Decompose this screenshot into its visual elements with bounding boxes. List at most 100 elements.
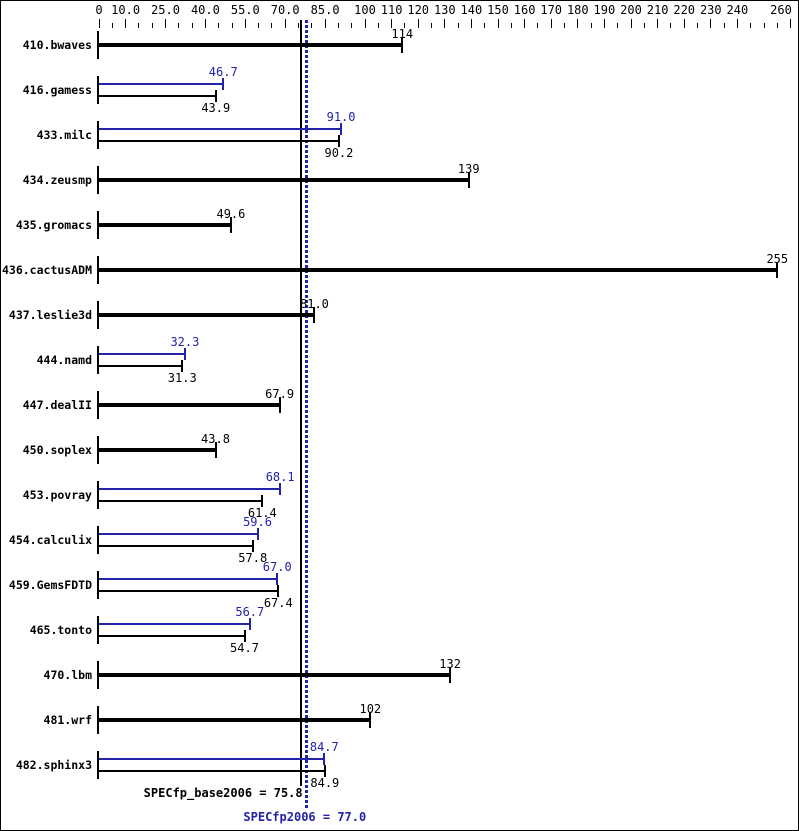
base-value-label: 43.9 [201,101,231,115]
base-bar [99,403,280,407]
x-axis-tick-label: 55.0 [230,3,260,17]
x-axis-tick-label: 260 [770,3,792,17]
base-value-label: 81.0 [300,297,329,311]
peak-value-label: 59.6 [243,515,272,529]
x-axis-minor-tick [564,23,565,28]
row-baseline [97,301,99,329]
base-value-label: 90.2 [324,146,354,160]
base-bar-endcap [261,495,264,507]
peak-value-label: 91.0 [326,110,356,124]
base-bar-endcap [229,217,232,233]
x-axis-tick-label: 190 [593,3,616,17]
x-axis-tick-label: 180 [566,3,589,17]
x-axis-tick-label: 130 [433,3,456,17]
x-axis-major-tick [577,19,579,28]
benchmark-label: 454.calculix [8,533,92,547]
peak-value-label: 68.1 [265,470,295,484]
x-axis-minor-tick [643,23,645,28]
base-bar-endcap [449,667,452,683]
base-value-label: 67.9 [265,387,295,401]
x-axis-minor-tick [271,23,273,28]
x-axis-minor-tick [670,23,672,28]
x-axis-major-tick [391,19,393,28]
row-baseline [97,436,99,464]
x-axis-minor-tick [298,23,299,28]
base-bar [99,448,216,452]
base-bar [99,770,325,772]
base-bar-endcap [277,585,280,597]
benchmark-label: 416.gamess [22,83,92,97]
benchmark-label: 433.milc [36,128,92,142]
x-axis-minor-tick [258,23,260,28]
peak-bar-endcap [256,528,259,540]
x-axis-minor-tick [377,23,379,28]
base-value-label: 31.3 [167,371,197,385]
benchmark-label: 437.leslie3d [8,308,92,322]
x-axis-minor-tick [431,23,432,28]
x-axis-tick-label: 70.0 [270,3,300,17]
x-axis-tick-label: 220 [673,3,696,17]
base-value-label: 255 [766,252,789,266]
x-axis-major-tick [98,19,100,28]
x-axis-minor-tick [537,23,539,28]
row-baseline [97,706,99,734]
x-axis-minor-tick [590,23,592,28]
row-baseline [97,166,99,194]
x-axis-minor-tick [191,23,193,28]
base-bar-endcap [337,135,340,147]
x-axis-major-tick [284,19,286,28]
peak-bar [99,578,278,580]
base-bar-endcap [467,172,470,188]
x-axis-tick-label: 160 [513,3,536,17]
base-value-label: 49.6 [216,207,246,221]
benchmark-label: 450.soplex [22,443,92,457]
base-value-label: 43.8 [201,432,230,446]
x-axis-minor-tick [351,23,353,28]
base-value-label: 102 [359,702,382,716]
x-axis-major-tick [630,19,632,28]
base-bar [99,635,245,637]
row-baseline [97,211,99,239]
peak-mean-label: SPECfp2006 = 77.0 [243,810,367,824]
benchmark-label: 470.lbm [43,668,92,682]
row-baseline [97,391,99,419]
x-axis-tick-label: 25.0 [151,3,180,17]
benchmark-label: 453.povray [22,488,92,502]
row-baseline [97,76,99,104]
x-axis-minor-tick [138,23,140,28]
peak-bar [99,353,185,355]
x-axis-tick-label: 85.0 [310,3,340,17]
x-axis-tick-label: 140 [460,3,483,17]
base-bar [99,140,339,142]
base-value-label: 139 [457,162,480,176]
peak-value-label: 56.7 [235,605,265,619]
benchmark-label: 459.GemsFDTD [8,578,92,592]
x-axis-minor-tick [750,23,752,28]
x-axis-minor-tick [178,23,180,28]
base-bar-endcap [323,765,326,777]
base-bar-endcap [214,90,217,102]
x-axis-minor-tick [111,23,113,28]
base-bar [99,43,403,47]
x-axis-tick-label: 100 [354,3,376,17]
benchmark-label: 465.tonto [29,623,92,637]
x-axis-major-tick [736,19,738,28]
base-value-label: 67.4 [263,596,293,610]
base-bar-endcap [243,630,246,642]
x-axis-minor-tick [404,23,406,28]
row-baseline [97,526,99,554]
row-baseline [97,751,99,779]
benchmark-label: 447.dealII [22,398,92,412]
peak-value-label: 46.7 [208,65,238,79]
x-axis-tick-label: 210 [646,3,669,17]
base-bar [99,673,451,677]
base-bar [99,365,183,367]
x-axis-tick-label: 10.0 [111,3,141,17]
benchmark-label: 482.sphinx3 [15,758,92,772]
peak-bar-endcap [248,618,251,630]
benchmark-label: 435.gromacs [15,218,92,232]
row-baseline [97,121,99,149]
base-bar-endcap [214,442,217,458]
base-value-label: 61.4 [247,506,277,520]
